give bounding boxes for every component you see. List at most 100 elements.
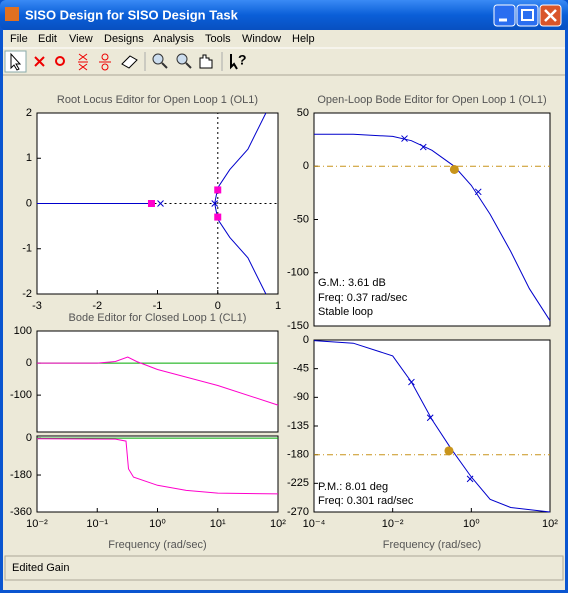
add-pole-tool[interactable] [34,56,45,67]
pan-tool[interactable] [199,54,213,69]
add-zero-tool[interactable] [55,56,65,66]
y-tick-label: -270 [287,506,309,518]
help-tool[interactable] [230,54,238,70]
maximize-glyph [521,9,534,21]
add-complex-pole-tool[interactable] [78,53,88,71]
erase-tool[interactable] [121,55,138,69]
y-tick-label: -180 [287,449,309,461]
title-bar [0,0,568,30]
plot-title: Open-Loop Bode Editor for Open Loop 1 (O… [317,94,546,106]
maximize-button[interactable] [516,4,539,27]
help-glyph: ? [238,52,247,68]
axes-box [313,339,551,513]
window-title: SISO Design for SISO Design Task [25,7,239,22]
x-tick-label: 10⁰ [149,518,166,530]
dot-marker[interactable] [444,446,454,456]
dot-marker[interactable] [449,164,459,174]
menu-item[interactable]: Window [242,33,281,45]
menu-item[interactable]: Tools [205,33,231,45]
menu-item[interactable]: Designs [104,33,144,45]
x-axis-label: Frequency (rad/sec) [108,539,206,551]
x-tick-label: -3 [32,300,42,312]
x-marker [466,475,474,483]
y-tick-label: -1 [22,243,32,255]
x-tick-label: 10⁻¹ [86,518,108,530]
curve [36,438,279,495]
arrow-icon [10,52,22,71]
x-tick-label: 10² [270,518,286,530]
y-tick-label: -100 [287,267,309,279]
x-marker [419,143,427,151]
curve [313,340,551,513]
y-tick-label: -90 [293,391,309,403]
axes-box [313,112,551,327]
square-marker[interactable] [147,200,155,207]
x-marker [474,188,482,196]
x-tick-label: 10⁻² [382,518,404,530]
complex-zero-top [101,53,109,61]
y-tick-label: -225 [287,477,309,489]
x-tick-label: 10⁻⁴ [303,518,326,530]
zoom-out-tool[interactable] [176,53,188,65]
plot-title: Bode Editor for Closed Loop 1 (CL1) [69,312,247,324]
plot-title: Root Locus Editor for Open Loop 1 (OL1) [57,94,258,106]
menu-item[interactable]: File [10,33,28,45]
x-tick-label: 1 [275,300,281,312]
y-tick-label: 50 [297,107,309,119]
y-tick-label: -45 [293,363,309,375]
y-tick-label: 100 [14,325,32,337]
menu-item[interactable]: Analysis [153,33,194,45]
x-marker [426,414,434,422]
y-tick-label: 0 [26,432,32,444]
menu-item[interactable]: Help [292,33,315,45]
y-tick-label: -180 [10,469,32,481]
y-tick-label: -360 [10,506,32,518]
x-tick-label: 0 [215,300,221,312]
y-tick-label: -150 [287,320,309,332]
complex-zero-bottom [101,63,109,71]
menu-item[interactable]: Edit [38,33,57,45]
annotation: Stable loop [318,306,373,318]
y-tick-label: -100 [10,389,32,401]
x-marker [401,135,408,142]
status-bar [4,555,564,581]
plot-area: Root Locus Editor for Open Loop 1 (OL1) -… [10,94,558,551]
y-tick-label: -2 [22,288,32,300]
close-glyph [544,9,557,22]
curve [37,356,279,406]
axes-box [36,330,279,433]
y-tick-label: -50 [293,213,309,225]
x-axis-label: Frequency (rad/sec) [383,539,481,551]
zoom-in-tool[interactable] [152,53,164,65]
square-marker[interactable] [214,213,222,221]
menu-item[interactable]: View [69,33,93,45]
x-tick-label: -1 [153,300,163,312]
status-text: Edited Gain [12,562,69,574]
x-tick-label: 10⁻² [26,518,48,530]
app-icon [5,7,19,21]
y-tick-label: 0 [303,334,309,346]
annotation: P.M.: 8.01 deg [318,481,388,493]
x-tick-label: 10⁰ [463,518,480,530]
x-marker [211,200,219,207]
annotation: Freq: 0.301 rad/sec [318,495,414,507]
toolbar: ? [4,50,247,73]
y-tick-label: 2 [26,107,32,119]
square-marker[interactable] [214,186,222,194]
x-tick-label: 10² [542,518,558,530]
annotation: Freq: 0.37 rad/sec [318,292,408,304]
y-tick-label: -135 [287,420,309,432]
annotation: G.M.: 3.61 dB [318,277,386,289]
menu-bar: File Edit View Designs Analysis Tools Window He… [10,33,315,45]
axes-box [36,435,279,513]
y-tick-label: 1 [26,152,32,164]
x-tick-label: -2 [92,300,102,312]
zoom-handles [161,62,192,69]
x-marker [408,378,415,386]
window-buttons[interactable] [493,4,562,27]
y-tick-label: 0 [303,160,309,172]
y-tick-label: 0 [26,197,32,209]
minimize-button[interactable] [493,4,516,27]
x-marker [157,200,164,207]
